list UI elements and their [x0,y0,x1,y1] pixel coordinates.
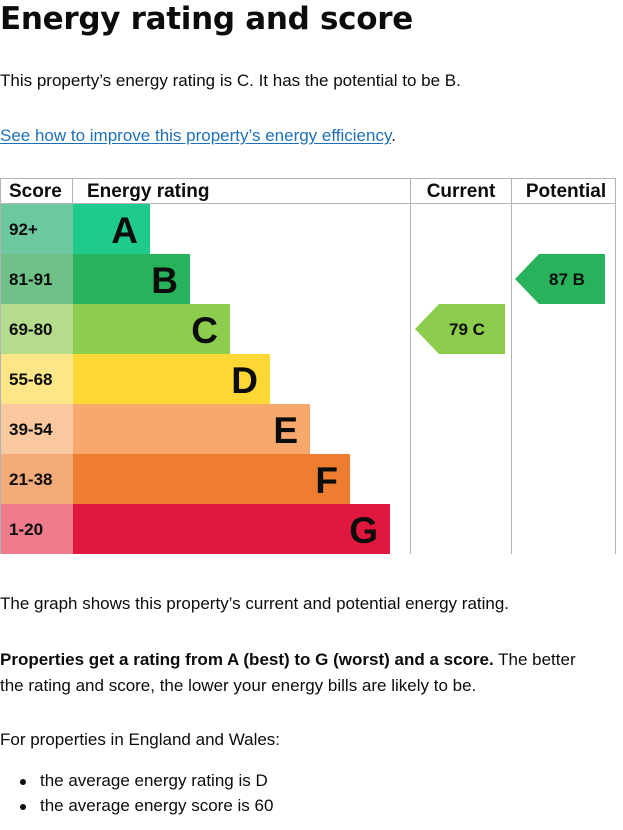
improve-link-line: See how to improve this property’s energ… [0,123,396,149]
rating-letter-a: A [111,210,138,251]
rating-bar-g [73,504,390,554]
score-range-label: 81-91 [9,270,52,289]
rating-bar-c [73,304,230,354]
score-range-label: 55-68 [9,370,52,389]
rating-bar-d [73,354,270,404]
rating-explanation-rest: The better [493,650,576,669]
score-cell-b [1,254,73,304]
link-period: . [391,126,396,145]
improve-efficiency-link[interactable]: See how to improve this property’s energ… [0,126,392,145]
graph-description: The graph shows this property’s current … [0,594,510,613]
page-title: Energy rating and score [0,1,413,37]
region-text: For properties in England and Wales: [0,730,281,749]
score-cell-e [1,404,73,454]
rating-bar-f [73,454,350,504]
chart-frame [0,178,616,554]
averages-list: the average energy rating is D the avera… [0,768,273,818]
rating-bar-a [73,204,150,254]
score-cell-f [1,454,73,504]
column-header-current: Current [427,181,496,202]
rating-summary: This property’s energy rating is C. It h… [0,71,461,90]
rating-explanation-line2: the rating and score, the lower your ene… [0,676,477,695]
score-cell-g [1,504,73,554]
average-rating-item: the average energy rating is D [0,768,273,793]
score-cell-c [1,304,73,354]
rating-letter-e: E [273,410,298,451]
rating-bar-b [73,254,190,304]
current-rating-label: 79 C [449,320,485,339]
rating-letter-g: G [349,510,378,551]
rating-letter-c: C [191,310,218,351]
rating-letter-f: F [315,460,338,501]
column-header-score: Score [9,181,62,202]
rating-bar-e [73,404,310,454]
rating-explanation-bold: Properties get a rating from A (best) to… [0,650,494,669]
current-arrow [415,304,505,354]
score-range-label: 39-54 [9,420,53,439]
score-range-label: 21-38 [9,470,52,489]
score-range-label: 69-80 [9,320,52,339]
potential-arrow [515,254,605,304]
rating-explanation: Properties get a rating from A (best) to… [0,647,576,699]
energy-rating-chart: Score Energy rating Current Potential 92+ A 81… [0,178,616,554]
score-cell-d [1,354,73,404]
average-score-item: the average energy score is 60 [0,793,273,818]
score-range-label: 92+ [9,220,38,239]
rating-letter-d: D [231,360,258,401]
column-header-energy-rating: Energy rating [87,181,209,202]
potential-rating-label: 87 B [549,270,585,289]
score-cell-a [1,204,73,254]
rating-letter-b: B [151,260,178,301]
column-header-potential: Potential [526,181,606,202]
score-range-label: 1-20 [9,520,43,539]
